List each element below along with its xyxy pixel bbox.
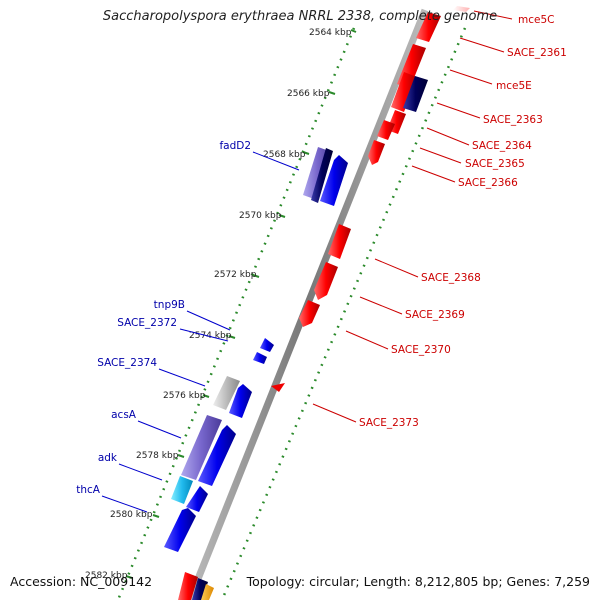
gene-acsa[interactable]: [181, 415, 222, 480]
tick-2566: [328, 91, 336, 95]
gene-label-sace-2368[interactable]: SACE_2368: [421, 272, 481, 284]
gene-bottom-orange[interactable]: [201, 584, 214, 600]
tick-2564: [350, 29, 357, 33]
gene-label-sace-2370[interactable]: SACE_2370: [391, 344, 451, 356]
tick-label: 2566 kbp: [287, 89, 330, 99]
gene-label-fadd2[interactable]: fadD2: [219, 140, 251, 152]
gene-adk-b[interactable]: [186, 486, 208, 512]
gene-sace-2368[interactable]: [314, 262, 338, 300]
gene-adk[interactable]: [171, 476, 193, 504]
gene-label-sace-2369[interactable]: SACE_2369: [405, 309, 465, 321]
gene-label-sace-2363[interactable]: SACE_2363: [483, 114, 543, 126]
gene-sace-2366[interactable]: [368, 140, 385, 165]
gene-fadd2-b[interactable]: [311, 148, 333, 203]
gc-content-track-left: [116, 27, 356, 600]
tick-2580: [152, 514, 160, 518]
gene-label-mce5c[interactable]: mce5C: [518, 14, 554, 26]
genome-summary-text: Topology: circular; Length: 8,212,805 bp…: [246, 574, 590, 589]
forward-strand-genes: [164, 147, 348, 600]
map-title: Saccharopolyspora erythraea NRRL 2338, c…: [102, 9, 498, 24]
leader-line: [137, 420, 182, 439]
tick-2576: [202, 394, 210, 398]
gene-label-acsa[interactable]: acsA: [111, 409, 137, 421]
gene-mce5e[interactable]: [391, 72, 417, 112]
leader-line: [473, 10, 513, 20]
tick-label: 2580 kbp: [110, 510, 153, 520]
accession-text: Accession: NC_009142: [10, 574, 153, 589]
leader-line: [118, 463, 163, 481]
tick-label: 2578 kbp: [136, 451, 179, 461]
leader-line: [345, 330, 389, 350]
leader-line: [158, 368, 206, 387]
gene-sace-2363[interactable]: [403, 76, 428, 112]
leader-line: [436, 102, 481, 119]
leader-line: [186, 310, 231, 331]
gene-sace-2364[interactable]: [377, 120, 395, 140]
leader-line: [449, 69, 493, 85]
gene-label-thca[interactable]: thcA: [76, 484, 101, 496]
leader-line: [179, 328, 229, 342]
leader-line: [312, 403, 357, 423]
gene-label-sace-2374[interactable]: SACE_2374: [97, 357, 157, 369]
leader-line: [359, 296, 403, 315]
gene-label-sace-2365[interactable]: SACE_2365: [465, 158, 525, 170]
leader-line: [101, 495, 148, 513]
gene-fadd2-c[interactable]: [320, 155, 348, 206]
tick-2570: [278, 214, 286, 218]
tick-2572: [252, 274, 260, 278]
gene-label-sace-2373[interactable]: SACE_2373: [359, 417, 419, 429]
gene-sace-2374[interactable]: [213, 376, 240, 410]
tick-2578: [177, 454, 185, 458]
leader-line: [459, 37, 505, 53]
tick-2582: [125, 575, 133, 579]
gene-bottom-red[interactable]: [178, 572, 198, 600]
leader-line: [411, 165, 456, 183]
tick-label: 2564 kbp: [309, 28, 352, 38]
gene-label-sace-2372[interactable]: SACE_2372: [117, 317, 177, 329]
gene-sace-2372[interactable]: [260, 338, 274, 352]
tick-2568: [302, 151, 310, 155]
left-gene-labels: fadD2 tnp9B SACE_2372 SACE_2374 acsA adk…: [76, 140, 300, 513]
leader-line: [252, 151, 300, 171]
gene-sace-2368a[interactable]: [328, 224, 351, 259]
gene-label-sace-2364[interactable]: SACE_2364: [472, 140, 532, 152]
gene-label-sace-2366[interactable]: SACE_2366: [458, 177, 518, 189]
reverse-strand-genes: [178, 6, 470, 600]
gene-sace-2372-b[interactable]: [253, 352, 267, 364]
gene-mce5d[interactable]: [416, 12, 441, 42]
gene-label-mce5e[interactable]: mce5E: [496, 80, 532, 92]
scale-ticks: 2564 kbp 2566 kbp 2568 kbp 2570 kbp 2572…: [85, 28, 357, 581]
gene-bottom-navy[interactable]: [192, 578, 208, 600]
gene-label-sace-2361[interactable]: SACE_2361: [507, 47, 567, 59]
leader-line: [426, 127, 470, 146]
tick-label: 2572 kbp: [214, 270, 257, 280]
tick-label: 2582 kbp: [85, 571, 128, 581]
tick-label: 2568 kbp: [263, 150, 306, 160]
gene-thca[interactable]: [164, 508, 196, 552]
gene-sace-2374-b[interactable]: [229, 384, 252, 418]
tick-label: 2574 kbp: [189, 331, 232, 341]
leader-line: [374, 258, 419, 278]
gene-sace-2373[interactable]: [271, 383, 285, 392]
right-gene-labels: mce5C SACE_2361 mce5E SACE_2363 SACE_236…: [312, 10, 567, 429]
gene-label-adk[interactable]: adk: [98, 452, 118, 464]
gene-acsa-b[interactable]: [198, 425, 236, 486]
gene-label-tnp9b[interactable]: tnp9B: [154, 299, 185, 311]
leader-line: [419, 147, 462, 164]
tick-label: 2576 kbp: [163, 391, 206, 401]
tick-2574: [228, 335, 236, 339]
gene-mce5c[interactable]: [453, 6, 470, 12]
tick-label: 2570 kbp: [239, 211, 282, 221]
gene-sace-2369[interactable]: [299, 300, 320, 327]
